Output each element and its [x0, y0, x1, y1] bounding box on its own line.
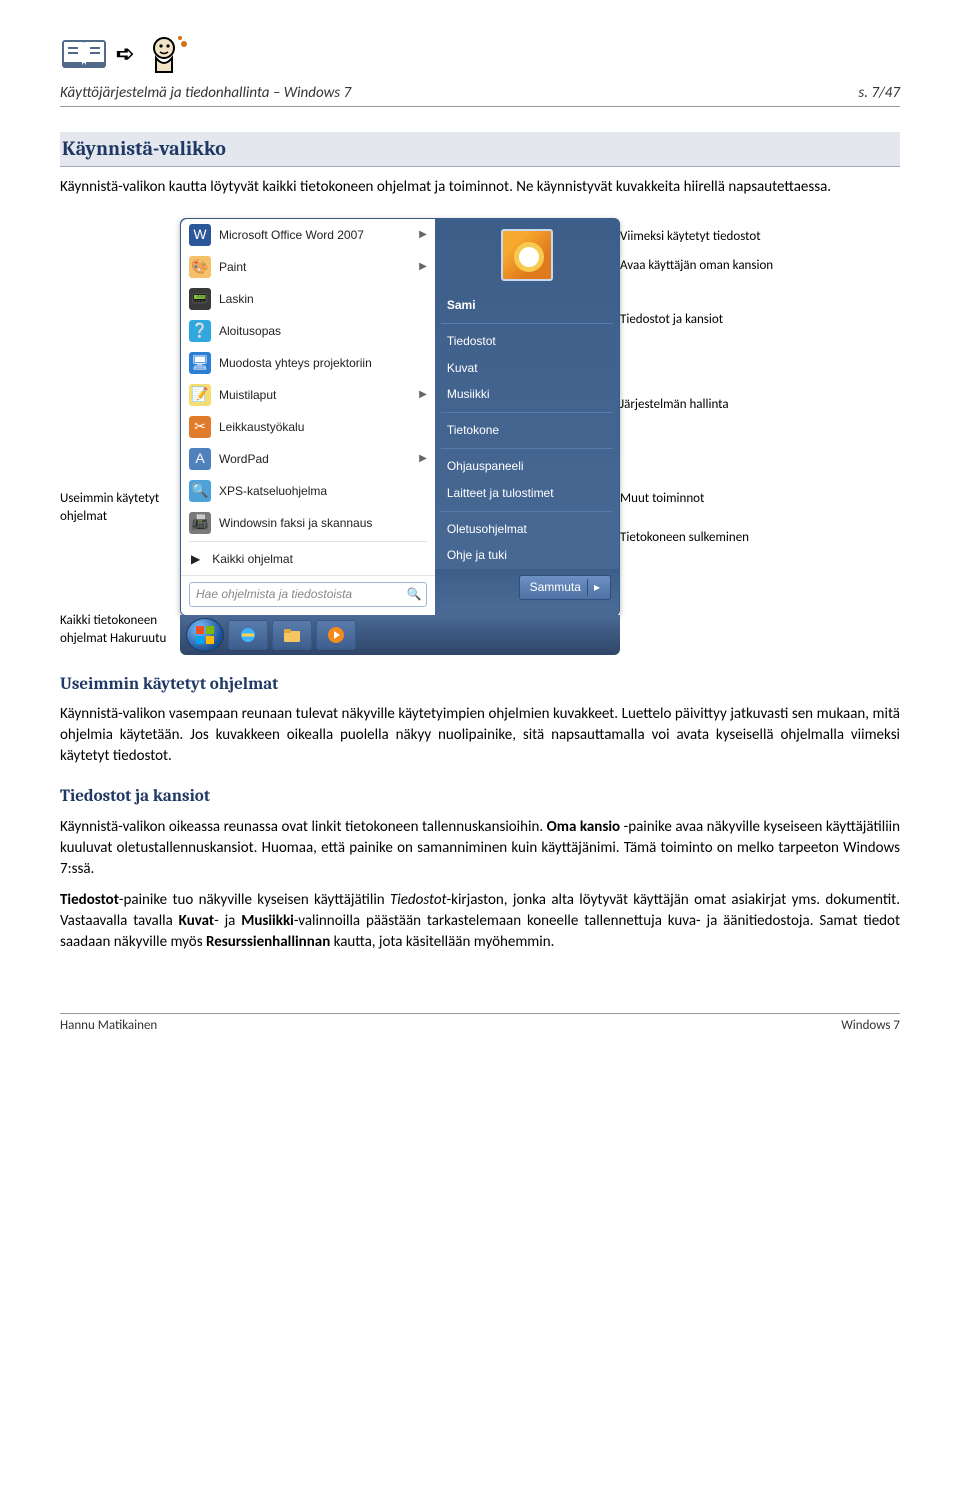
annot-frequently-used: Useimmin käytetyt ohjelmat [60, 490, 180, 526]
shutdown-button[interactable]: Sammuta ▸ [519, 575, 611, 600]
program-label: Laskin [219, 291, 427, 308]
program-label: Leikkaustyökalu [219, 419, 427, 436]
thinking-person-icon [142, 30, 190, 78]
start-menu-right-item[interactable]: Ohjauspaneeli [435, 453, 619, 480]
arrow-icon: ➪ [116, 39, 134, 70]
program-label: Paint [219, 259, 411, 276]
program-label: Microsoft Office Word 2007 [219, 227, 411, 244]
left-annotations: Useimmin käytetyt ohjelmat Kaikki tietok… [60, 218, 180, 655]
start-menu-program-item[interactable]: A WordPad ▶ [181, 443, 435, 475]
chevron-right-icon[interactable]: ▸ [587, 579, 600, 596]
start-menu-program-item[interactable]: ❔ Aloitusopas [181, 315, 435, 347]
paragraph-files-folders-1: Käynnistä-valikon oikeassa reunassa ovat… [60, 817, 900, 880]
start-menu-program-item[interactable]: 📝 Muistilaput ▶ [181, 379, 435, 411]
ie-icon [238, 625, 258, 645]
program-icon: 🎨 [189, 256, 211, 278]
taskbar-ie-button[interactable] [228, 620, 268, 650]
user-picture[interactable] [501, 229, 553, 281]
section-heading-start: Käynnistä-valikko [60, 132, 900, 167]
start-menu-right-item[interactable]: Ohje ja tuki [435, 542, 619, 569]
subheading-files-folders: Tiedostot ja kansiot [60, 785, 900, 809]
start-menu-right-item[interactable]: Tiedostot [435, 328, 619, 355]
start-menu: W Microsoft Office Word 2007 ▶ 🎨 Paint ▶ 📟 Lask… [180, 218, 620, 616]
page-header: Käyttöjärjestelmä ja tiedonhallinta – Wi… [60, 83, 900, 107]
intro-paragraph: Käynnistä-valikon kautta löytyvät kaikki… [60, 177, 900, 198]
start-menu-program-item[interactable]: 🎨 Paint ▶ [181, 251, 435, 283]
chevron-right-icon: ▶ [191, 551, 200, 568]
all-programs-item[interactable]: ▶ Kaikki ohjelmat [181, 544, 435, 575]
start-menu-right-item[interactable]: Tietokone [435, 417, 619, 444]
search-row: Hae ohjelmista ja tiedostoista 🔍 [181, 575, 435, 615]
footer-product: Windows 7 [841, 1017, 900, 1035]
page-footer: Hannu Matikainen Windows 7 [60, 1013, 900, 1035]
program-label: XPS-katseluohjelma [219, 483, 427, 500]
taskbar-media-button[interactable] [316, 620, 356, 650]
header-icons: ➪ [60, 30, 900, 78]
start-button[interactable] [186, 618, 224, 652]
program-label: Muistilaput [219, 387, 411, 404]
start-menu-right-item[interactable]: Musiikki [435, 381, 619, 408]
start-menu-program-item[interactable]: 📠 Windowsin faksi ja skannaus [181, 507, 435, 539]
annot-system-control: Järjestelmän hallinta [620, 396, 810, 414]
chevron-right-icon: ▶ [419, 260, 427, 274]
start-menu-right-item[interactable]: Oletusohjelmat [435, 516, 619, 543]
book-icon [60, 30, 108, 78]
start-menu-right-item[interactable]: Kuvat [435, 355, 619, 382]
subheading-frequently-used: Useimmin käytetyt ohjelmat [60, 673, 900, 697]
taskbar-explorer-button[interactable] [272, 620, 312, 650]
user-name-link[interactable]: Sami [435, 289, 619, 319]
annot-shutdown: Tietokoneen sulkeminen [620, 529, 810, 547]
program-icon: 📟 [189, 288, 211, 310]
annot-other: Muut toiminnot [620, 490, 810, 508]
taskbar [180, 615, 620, 655]
program-label: WordPad [219, 451, 411, 468]
folder-icon [282, 625, 302, 645]
windows-logo-icon [195, 625, 215, 645]
program-icon: ✂ [189, 416, 211, 438]
program-icon: 📠 [189, 512, 211, 534]
doc-title: Käyttöjärjestelmä ja tiedonhallinta – Wi… [60, 83, 351, 104]
program-icon: 🖥 [189, 352, 211, 374]
start-menu-diagram: Useimmin käytetyt ohjelmat Kaikki tietok… [60, 218, 900, 655]
right-annotations: Viimeksi käytetyt tiedostot Avaa käyttäj… [620, 218, 810, 655]
chevron-right-icon: ▶ [419, 452, 427, 466]
annot-user-folder: Avaa käyttäjän oman kansion [620, 257, 810, 275]
start-menu-program-item[interactable]: 🖥 Muodosta yhteys projektoriin [181, 347, 435, 379]
program-label: Windowsin faksi ja skannaus [219, 515, 427, 532]
start-menu-right-pane: Sami TiedostotKuvatMusiikki Tietokone Oh… [435, 219, 619, 615]
program-icon: 📝 [189, 384, 211, 406]
annot-all-programs-search: Kaikki tietokoneen ohjelmat Hakuruutu [60, 612, 180, 648]
program-icon: 🔍 [189, 480, 211, 502]
page-number: s. 7/47 [858, 83, 900, 104]
chevron-right-icon: ▶ [419, 228, 427, 242]
chevron-right-icon: ▶ [419, 388, 427, 402]
start-menu-program-item[interactable]: ✂ Leikkaustyökalu [181, 411, 435, 443]
start-menu-program-item[interactable]: 📟 Laskin [181, 283, 435, 315]
program-label: Aloitusopas [219, 323, 427, 340]
annot-recent-files: Viimeksi käytetyt tiedostot [620, 228, 810, 246]
search-icon: 🔍 [407, 586, 422, 603]
shutdown-label: Sammuta [530, 579, 581, 596]
start-menu-right-item[interactable]: Laitteet ja tulostimet [435, 480, 619, 507]
annot-files-folders: Tiedostot ja kansiot [620, 311, 810, 329]
program-icon: A [189, 448, 211, 470]
start-menu-program-item[interactable]: 🔍 XPS-katseluohjelma [181, 475, 435, 507]
all-programs-label: Kaikki ohjelmat [212, 551, 293, 568]
search-input[interactable]: Hae ohjelmista ja tiedostoista 🔍 [189, 582, 427, 607]
start-menu-program-item[interactable]: W Microsoft Office Word 2007 ▶ [181, 219, 435, 251]
paragraph-frequently-used: Käynnistä-valikon vasempaan reunaan tule… [60, 704, 900, 767]
search-placeholder: Hae ohjelmista ja tiedostoista [196, 587, 352, 601]
paragraph-files-folders-2: Tiedostot-painike tuo näkyville kyseisen… [60, 890, 900, 953]
media-player-icon [326, 625, 346, 645]
program-label: Muodosta yhteys projektoriin [219, 355, 427, 372]
program-icon: W [189, 224, 211, 246]
program-icon: ❔ [189, 320, 211, 342]
footer-author: Hannu Matikainen [60, 1017, 157, 1035]
start-menu-left-pane: W Microsoft Office Word 2007 ▶ 🎨 Paint ▶ 📟 Lask… [181, 219, 435, 615]
